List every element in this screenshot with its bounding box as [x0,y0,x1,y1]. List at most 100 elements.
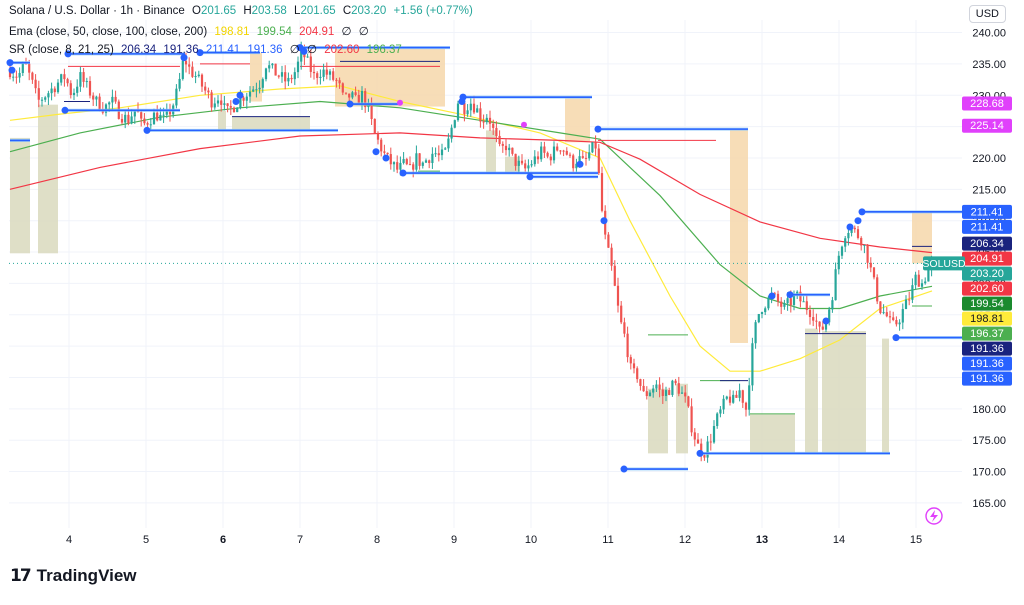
candle-down [92,95,95,100]
candle-down [536,156,540,160]
ema-null-1: ∅ [341,26,352,38]
candle-down [389,154,392,165]
candle-up [293,72,296,80]
ema-lines [9,85,933,372]
candle-down [63,74,66,80]
candle-down [479,108,482,122]
candle-down [524,163,527,169]
candle-down [658,384,661,390]
candle-down [376,133,380,140]
ema-legend[interactable]: Ema (close, 50, close, 100, close, 200) … [9,24,373,38]
candle-up [719,409,722,414]
candle-down [888,316,892,318]
sr-value-6: 196.37 [366,44,402,56]
ohlc-change: +1.56 (+0.77%) [393,5,473,17]
sr-pivot-dot [399,169,407,177]
candle-up [130,116,133,124]
candle-down [860,237,863,246]
candle-down [594,142,597,149]
candle-up [255,89,258,91]
candle-up [712,426,716,443]
candle-down [146,123,149,125]
candle-up [175,88,178,106]
candle-down [191,66,194,77]
price-label-text: 228.68 [970,98,1004,110]
sr-pivot-dot [143,126,151,134]
ema-title: Ema (close, 50, close, 100, close, 200) [9,26,208,38]
candle-up [664,390,668,396]
candle-up [252,89,255,92]
tradingview-logo[interactable]: 17 TradingView [10,566,137,586]
sr-pivot-dot [594,125,602,133]
ohlc-open: O201.65 [191,5,237,17]
candle-up [258,87,261,90]
candle-down [853,227,856,230]
candle-up [725,396,728,399]
candle-down [15,76,18,78]
candle-down [312,71,316,74]
candle-down [568,154,572,156]
candle-up [402,159,405,163]
price-label-text: 202.60 [970,283,1004,295]
candle-down [357,94,360,104]
candle-up [12,76,15,78]
candle-up [424,160,428,163]
candle-down [741,390,744,403]
price-label [962,118,1012,133]
x-tick-label: 12 [679,534,691,546]
demand-zone [486,130,496,174]
candle-up [431,153,434,164]
candle-up [181,60,184,79]
candle-up [245,96,248,101]
price-label-text: 206.34 [970,238,1004,250]
candle-down [917,274,920,287]
candle-up [652,388,655,393]
candle-down [492,123,495,128]
candle-up [533,156,536,165]
price-label-text: 199.54 [970,298,1004,310]
currency-button[interactable]: USD [968,5,1006,23]
supply-zone [565,98,590,143]
x-tick-label: 14 [833,534,845,546]
symbol-tag [923,256,965,271]
candle-up [239,97,242,108]
candle-down [143,118,146,124]
price-label-text: 225.14 [970,120,1004,132]
candle-down [277,75,280,77]
candle-up [751,343,754,386]
candle-down [437,153,440,156]
price-labels: 228.68 225.14 211.41 211.41 206.34 204.91 203.… [962,96,1012,386]
candle-up [447,138,450,149]
candle-down [869,262,872,268]
sr-legend[interactable]: SR (close, 8, 21, 25) 206.34 191.36 211.… [9,42,406,56]
candle-up [296,61,300,73]
symbol-title[interactable]: Solana / U.S. Dollar · 1h · Binance [9,5,185,17]
ohlc-close: C203.20 [342,5,387,17]
candle-up [828,309,831,323]
candle-down [661,389,664,396]
candle-up [824,322,828,330]
candle-up [863,244,866,246]
candle-up [306,56,309,58]
candle-down [69,83,72,96]
candle-down [607,234,610,248]
sr-pivot-dot [576,160,584,168]
candle-up [578,156,581,164]
candle-up [901,309,904,323]
sr-null-2: ∅ [306,44,317,56]
candle-down [549,156,552,161]
candle-up [111,96,114,103]
candle-up [920,283,924,287]
candle-down [220,100,223,105]
y-tick-label: 165.00 [972,498,1006,510]
lightning-icon-bolt [930,510,938,522]
sr-pivot-dot [61,106,69,114]
candle-up [911,285,914,300]
sr-pivot-dot [600,217,608,225]
x-tick-label: 7 [297,534,303,546]
candle-down [559,150,562,152]
candle-down [37,88,40,100]
x-tick-label: 8 [374,534,380,546]
candle-up [680,392,684,394]
